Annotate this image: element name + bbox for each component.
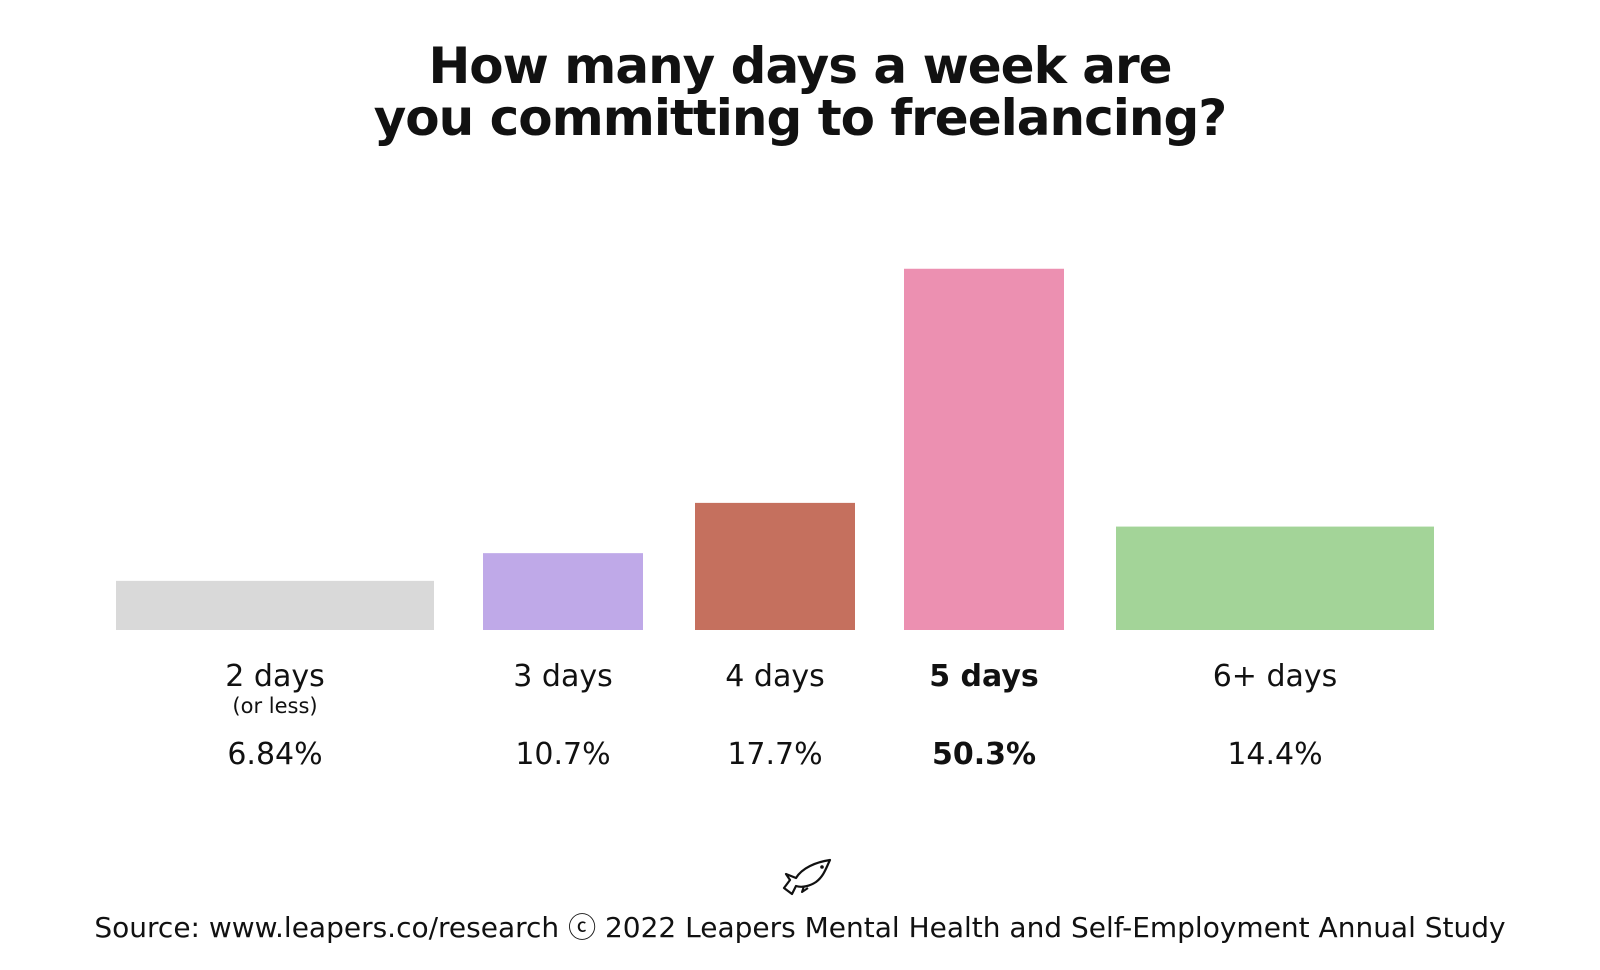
bar-1 (116, 580, 434, 630)
fish-icon (782, 858, 832, 896)
value-label-2: 10.7% (515, 737, 610, 772)
bar-5 (1116, 526, 1434, 630)
value-label-5: 14.4% (1227, 737, 1322, 772)
category-label-5: 6+ days (1213, 659, 1338, 694)
bar-2 (483, 553, 643, 630)
category-label-2: 3 days (513, 659, 612, 694)
value-label-1: 6.84% (227, 737, 322, 772)
value-label-3: 17.7% (727, 737, 822, 772)
source-note: Source: www.leapers.co/research ⓒ 2022 L… (94, 911, 1506, 944)
bar-4 (904, 268, 1064, 630)
category-sublabel-1: (or less) (232, 694, 317, 718)
title-line-2: you committing to freelancing? (373, 89, 1228, 147)
value-label-4: 50.3% (932, 737, 1036, 772)
category-label-1: 2 days (225, 659, 324, 694)
bar-3 (695, 502, 855, 630)
chart-title: How many days a week are you committing … (0, 40, 1600, 144)
category-label-3: 4 days (725, 659, 824, 694)
bar-chart: 2 days(or less) 6.84% 3 days 10.7% 4 days 17.… (116, 268, 1434, 772)
title-line-1: How many days a week are (428, 37, 1172, 95)
category-label-4: 5 days (929, 659, 1039, 694)
